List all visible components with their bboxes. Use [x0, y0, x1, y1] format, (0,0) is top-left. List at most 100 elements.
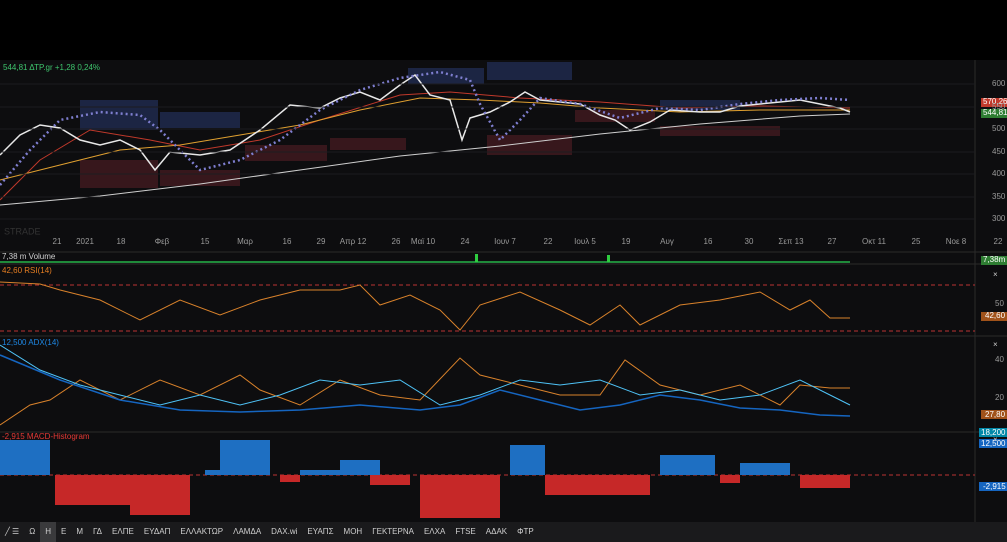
- cloud-box: [80, 100, 158, 130]
- price-tick: 450: [992, 147, 1006, 156]
- rsi-label: 42,60 RSI(14): [2, 266, 52, 275]
- close-button[interactable]: ×: [993, 435, 998, 444]
- x-axis-label: 25: [912, 237, 921, 246]
- cloud-box: [487, 62, 572, 80]
- rsi-line: [0, 281, 850, 331]
- toolbar-item[interactable]: ΛΑΜΔΑ: [233, 527, 262, 536]
- toolbar-item[interactable]: ΕΛΧΑ: [423, 527, 446, 536]
- adx-label: 12,500 ADX(14): [2, 338, 59, 347]
- toolbar-item[interactable]: ΓΔ: [93, 527, 103, 536]
- toolbar-item[interactable]: Ω: [29, 527, 36, 536]
- macd-label: -2,915 MACD-Histogram: [2, 432, 90, 441]
- cloud-box: [160, 112, 240, 128]
- rsi-tick: 50: [995, 299, 1004, 308]
- x-axis-label: 16: [283, 237, 292, 246]
- rsi-badge: 42,60: [985, 311, 1006, 320]
- x-axis-label: Ιουλ 5: [574, 237, 596, 246]
- x-axis-label: Νοε 8: [946, 237, 967, 246]
- close-button[interactable]: ×: [993, 340, 998, 349]
- x-axis-label: 22: [994, 237, 1003, 246]
- price-tick: 300: [992, 214, 1006, 223]
- x-axis-label: 26: [392, 237, 401, 246]
- adx-badge: 12,500: [981, 439, 1006, 448]
- price-tick: 500: [992, 124, 1006, 133]
- top-band: [0, 0, 1007, 60]
- x-axis-label: Ιουν 7: [494, 237, 516, 246]
- draw-tools[interactable]: ╱ ☰: [5, 527, 20, 536]
- toolbar-item[interactable]: ΕΛΠΕ: [112, 527, 134, 536]
- badge-bg: [981, 312, 1007, 321]
- badge-bg: [979, 439, 1007, 448]
- cloud-box: [660, 100, 740, 110]
- x-axis-label: 18: [117, 237, 126, 246]
- watermark: STRADE: [4, 226, 41, 236]
- toolbar-item[interactable]: ΕΥΔΑΠ: [143, 527, 171, 536]
- adx-line: [0, 354, 851, 417]
- adx-minus-di: [0, 344, 851, 406]
- toolbar-item[interactable]: ΓΕΚΤΕΡΝΑ: [372, 527, 414, 536]
- x-axis-label: Οκτ 11: [862, 237, 886, 246]
- toolbar-item[interactable]: FTSE: [455, 527, 476, 536]
- adx-plus-di: [0, 357, 850, 426]
- x-axis-label: 22: [544, 237, 553, 246]
- price-badge: 570,26: [983, 97, 1007, 106]
- x-axis-label: 24: [461, 237, 470, 246]
- adx-badge: 27,80: [985, 410, 1006, 419]
- adx-tick: 20: [995, 393, 1004, 402]
- price-line: [0, 73, 851, 172]
- toolbar-item[interactable]: ΕΛΛΑΚΤΩΡ: [180, 527, 224, 536]
- badge-bg: [981, 256, 1007, 265]
- volume-spike: [607, 255, 610, 262]
- volume-spike: [475, 254, 478, 262]
- toolbar-item[interactable]: ΜΟΗ: [343, 527, 363, 536]
- x-axis-label: 15: [201, 237, 210, 246]
- x-axis-label: Μαϊ 10: [411, 237, 436, 246]
- ma-long: [0, 113, 851, 206]
- x-axis-label: Αυγ: [660, 237, 674, 246]
- badge-bg: [981, 410, 1007, 419]
- x-axis-label: Φεβ: [155, 237, 170, 246]
- cloud-box: [245, 145, 327, 161]
- x-axis-label: 21: [53, 237, 62, 246]
- close-button[interactable]: ×: [993, 270, 998, 279]
- toolbar-item[interactable]: Η: [40, 522, 56, 542]
- badge-bg: [979, 482, 1007, 491]
- x-axis-label: 30: [745, 237, 754, 246]
- x-axis-label: 27: [828, 237, 837, 246]
- price-tick: 550: [992, 102, 1006, 111]
- price-badge: 544,81: [983, 108, 1007, 117]
- adx-badge: 18,200: [981, 428, 1006, 437]
- badge-bg: [981, 109, 1007, 118]
- x-axis-label: Μαρ: [237, 237, 253, 246]
- x-axis-label: 2021: [76, 237, 94, 246]
- adx-tick: 40: [995, 355, 1004, 364]
- cloud-box: [408, 68, 484, 84]
- x-axis-label: 16: [704, 237, 713, 246]
- badge-bg: [979, 428, 1007, 437]
- x-axis-label: Σεπ 13: [778, 237, 804, 246]
- badge-bg: [981, 98, 1007, 107]
- toolbar-item[interactable]: Μ: [76, 527, 83, 536]
- macd-negative: [55, 475, 850, 518]
- volume-label: 7,38 m Volume: [2, 252, 56, 261]
- macd-positive: [0, 440, 790, 475]
- macd-badge: -2,915: [983, 482, 1006, 491]
- x-axis-label: Απρ 12: [340, 237, 367, 246]
- price-tick: 600: [992, 79, 1006, 88]
- toolbar-item[interactable]: ΦΤΡ: [517, 527, 534, 536]
- chart-area: 544,81 ΔΤΡ.gr +1,28 0,24% STRADE 570,26 …: [0, 0, 1007, 522]
- cloud-box: [660, 126, 780, 136]
- toolbar-item[interactable]: Ε: [60, 527, 67, 536]
- price-tick: 400: [992, 169, 1006, 178]
- cloud-box: [330, 138, 406, 150]
- toolbar-item[interactable]: ΕΥΑΠΣ: [307, 527, 334, 536]
- quote: 544,81 ΔΤΡ.gr +1,28 0,24%: [3, 63, 100, 72]
- toolbar: ╱ ☰ Ω Η Ε Μ ΓΔ ΕΛΠΕ ΕΥΔΑΠ ΕΛΛΑΚΤΩΡ ΛΑΜΔΑ DAX.wi ΕΥΑ…: [0, 522, 1007, 542]
- toolbar-item[interactable]: DAX.wi: [271, 527, 298, 536]
- x-axis-label: 19: [622, 237, 631, 246]
- x-axis-label: 29: [317, 237, 326, 246]
- price-tick: 350: [992, 192, 1006, 201]
- volume-badge: 7,38m: [983, 255, 1006, 264]
- toolbar-item[interactable]: ΑΔΑΚ: [485, 527, 508, 536]
